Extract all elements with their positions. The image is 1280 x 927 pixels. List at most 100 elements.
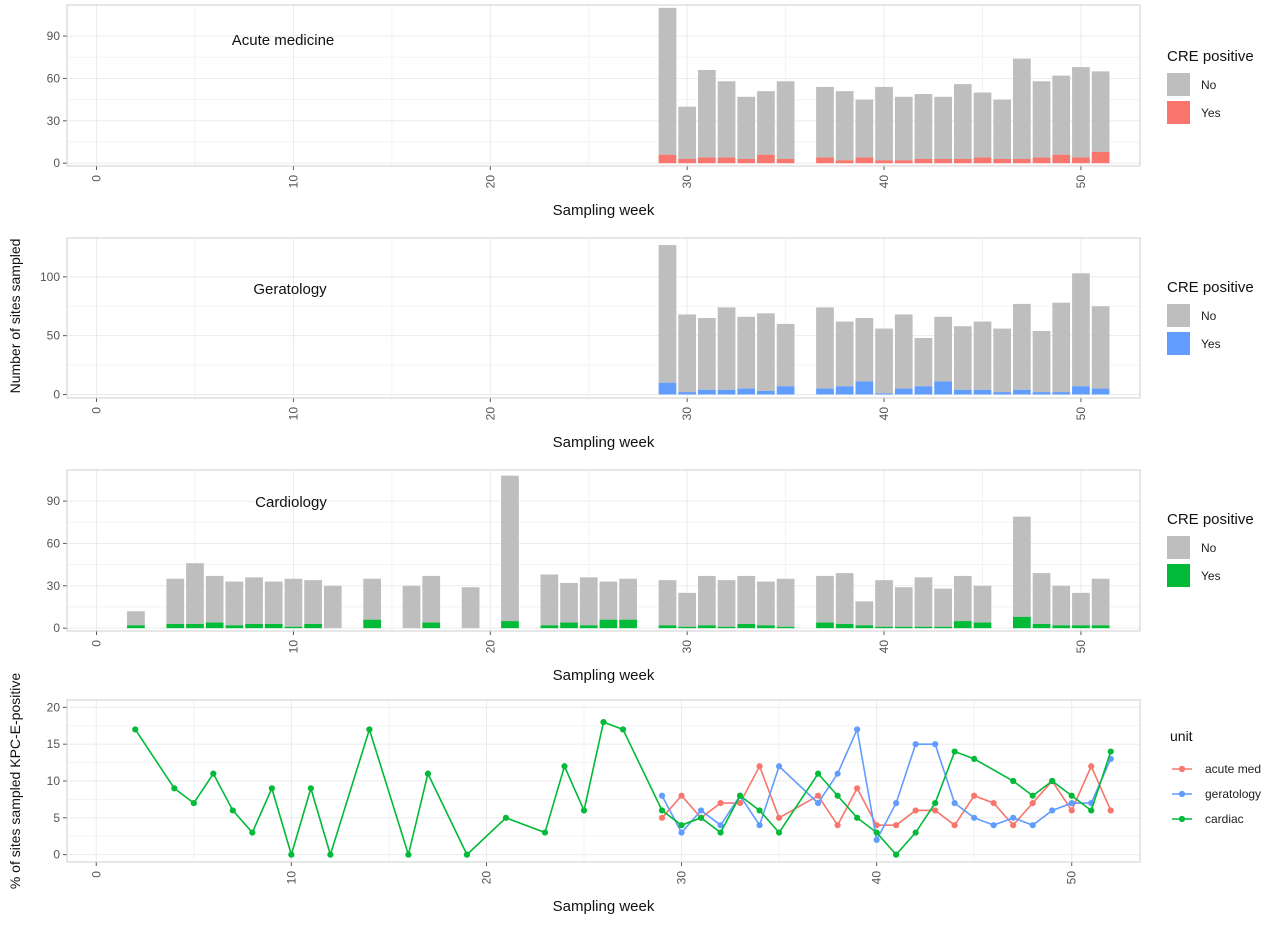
bar-no <box>501 475 519 622</box>
bar-yes <box>776 386 795 395</box>
data-point <box>1068 792 1075 799</box>
x-tick-label: 50 <box>1074 640 1088 654</box>
bar-no <box>953 84 972 159</box>
data-point <box>815 770 822 777</box>
bar-no <box>1091 306 1110 389</box>
bar-no <box>855 99 874 158</box>
data-point <box>249 829 256 836</box>
bar-yes <box>284 626 303 629</box>
bar-yes <box>855 381 874 395</box>
data-point <box>1068 807 1075 814</box>
bar-no <box>934 316 952 382</box>
data-point <box>854 726 861 733</box>
panel-border <box>66 237 1141 399</box>
bar-no <box>1072 273 1090 387</box>
legend-key-point <box>1178 765 1186 773</box>
bar-yes <box>835 160 854 164</box>
bar-no <box>1052 75 1071 155</box>
x-tick-label: 40 <box>877 407 891 421</box>
bar-no <box>816 307 834 389</box>
data-point <box>717 829 724 836</box>
x-tick-label: 10 <box>286 640 300 654</box>
data-point <box>502 814 510 821</box>
bar-yes <box>816 622 834 629</box>
bar-no <box>1032 330 1051 393</box>
bar-no <box>835 91 854 161</box>
bar-yes <box>914 386 933 395</box>
bar-no <box>205 575 224 623</box>
x-tick-label: 0 <box>90 640 104 647</box>
x-tick-label: 10 <box>286 407 300 421</box>
bar-no <box>737 575 756 624</box>
bar-yes <box>953 621 972 629</box>
x-tick-label: 30 <box>680 175 694 189</box>
bar-yes <box>737 388 756 395</box>
bar-yes <box>658 625 677 629</box>
bar-yes <box>619 619 637 629</box>
bar-yes <box>1013 158 1031 164</box>
bar-yes <box>914 158 933 164</box>
bar-no <box>855 601 874 626</box>
bar-no <box>698 69 716 158</box>
data-point <box>912 807 919 814</box>
bar-yes <box>1072 157 1090 164</box>
data-point <box>1068 799 1075 807</box>
legend-title: CRE positive <box>1167 48 1254 65</box>
bar-yes <box>835 386 854 395</box>
bar-no <box>402 585 421 629</box>
bar-yes <box>658 382 677 395</box>
data-point <box>132 726 139 733</box>
data-point <box>971 755 978 763</box>
data-point <box>580 807 588 814</box>
bar-yes <box>1091 388 1110 395</box>
bar-no <box>304 580 322 624</box>
bar-yes <box>993 158 1012 164</box>
bar-no <box>875 86 893 161</box>
data-point <box>1029 792 1036 799</box>
panel-1: 0 10 20 30 40 50 0 50 100 Sampling week Geratology… <box>40 237 1254 451</box>
bar-no <box>776 323 795 387</box>
bar-yes <box>658 154 677 164</box>
bar-yes <box>1091 151 1110 164</box>
y-tick-label: 10 <box>47 774 61 788</box>
data-point <box>1010 822 1017 829</box>
bar-no <box>816 86 834 158</box>
bar-no <box>776 578 795 627</box>
bar-yes <box>776 626 795 629</box>
bar-no <box>717 580 736 627</box>
bar-no <box>1052 585 1071 626</box>
bar-yes <box>1013 389 1031 395</box>
bar-no <box>678 106 697 159</box>
bar-no <box>461 587 480 629</box>
bar-yes <box>717 626 736 629</box>
bar-yes <box>186 623 204 629</box>
bar-no <box>323 585 342 629</box>
bar-yes <box>698 625 716 629</box>
data-point <box>736 799 744 807</box>
bar-yes <box>757 390 775 395</box>
legend-label: acute med <box>1205 762 1261 776</box>
bar-yes <box>225 625 244 629</box>
data-point <box>678 822 685 829</box>
y-axis-title-counts: Number of sites sampled <box>7 239 23 394</box>
legend-label: Yes <box>1201 569 1221 583</box>
data-point <box>619 726 627 733</box>
data-point <box>405 851 412 858</box>
x-tick-label: 10 <box>284 871 298 885</box>
data-point <box>775 763 783 770</box>
data-point <box>815 792 822 799</box>
data-point <box>697 814 705 821</box>
data-point <box>190 799 197 807</box>
bar-yes <box>1091 625 1110 629</box>
bar-no <box>993 328 1012 393</box>
data-point <box>932 799 939 807</box>
bar-yes <box>1072 625 1090 629</box>
bar-no <box>599 581 618 620</box>
data-point <box>951 748 958 755</box>
bar-yes <box>953 389 972 395</box>
bar-no <box>1072 592 1090 626</box>
panel-3: 0 10 20 30 40 50 0 5 10 15 20 Sampling week unit acut… <box>47 699 1261 915</box>
bar-no <box>1032 81 1051 158</box>
bar-no <box>737 96 756 159</box>
